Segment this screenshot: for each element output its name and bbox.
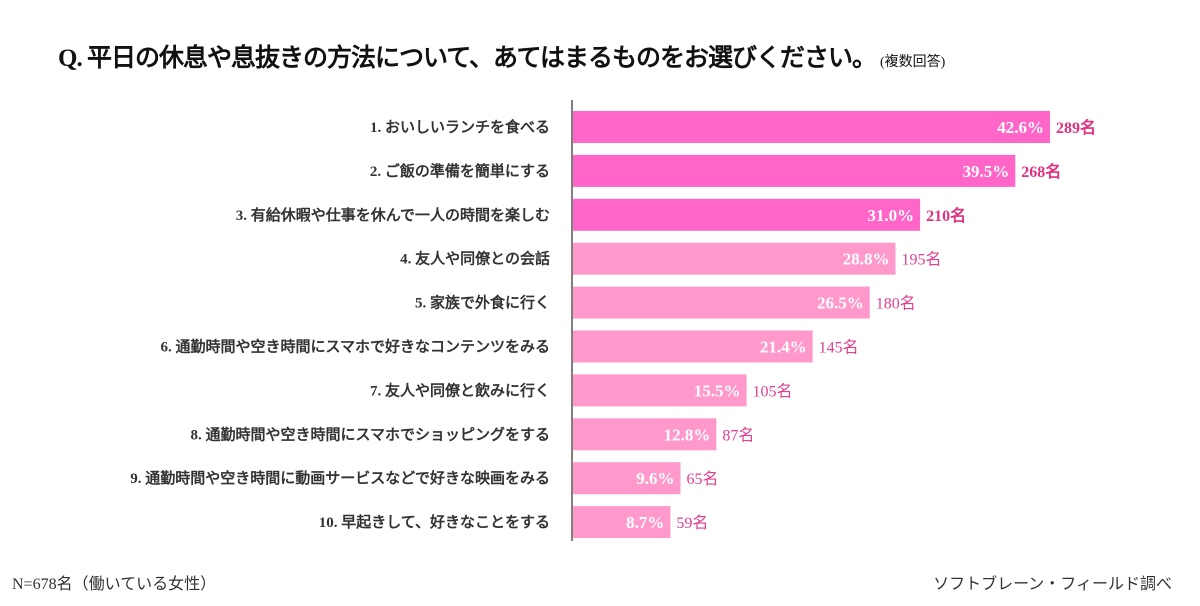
category-label: 2. ご飯の準備を簡単にする (370, 162, 550, 180)
source-note: ソフトブレーン・フィールド調べ (933, 576, 1172, 593)
sample-size-note: N=678名（働いている女性） (12, 576, 217, 593)
bar (573, 242, 896, 275)
count-label: 268名 (1021, 162, 1061, 181)
bar (573, 111, 1050, 143)
category-label: 8. 通勤時間や空き時間にスマホでショッピングをする (190, 425, 550, 443)
value-label: 21.4% (760, 338, 807, 357)
value-label: 31.0% (867, 206, 914, 225)
bar (573, 198, 921, 231)
bar (573, 154, 1016, 187)
category-label: 4. 友人や同僚との会話 (400, 250, 550, 268)
bar (573, 286, 870, 319)
value-label: 15.5% (694, 381, 741, 400)
category-label: 10. 早起きして、好きなことをする (319, 513, 550, 531)
bar (573, 462, 681, 495)
value-label: 12.8% (664, 425, 711, 444)
bar (573, 330, 813, 363)
count-label: 210名 (926, 206, 966, 225)
count-label: 65名 (686, 470, 718, 488)
category-label: 6. 通勤時間や空き時間にスマホで好きなコンテンツをみる (160, 338, 550, 356)
category-label: 5. 家族で外食に行く (415, 294, 550, 312)
value-label: 28.8% (843, 250, 890, 269)
count-label: 87名 (722, 426, 754, 444)
category-label: 1. おいしいランチを食べる (370, 118, 550, 136)
count-label: 59名 (676, 514, 708, 532)
count-label: 180名 (876, 295, 916, 313)
value-label: 9.6% (636, 469, 674, 488)
category-label: 9. 通勤時間や空き時間に動画サービスなどで好きな映画をみる (130, 469, 550, 487)
value-label: 42.6% (997, 118, 1044, 137)
count-label: 289名 (1056, 118, 1096, 137)
chart-title: Q. 平日の休息や息抜きの方法について、あてはまるものをお選びください。 (複数回… (58, 38, 945, 74)
value-label: 39.5% (963, 162, 1010, 181)
value-label: 8.7% (626, 513, 664, 532)
count-label: 145名 (819, 339, 859, 357)
category-label: 7. 友人や同僚と飲みに行く (370, 381, 550, 399)
bar (573, 418, 717, 451)
count-label: 105名 (753, 382, 793, 400)
bar (573, 506, 671, 539)
title-text: Q. 平日の休息や息抜きの方法について、あてはまるものをお選びください。 (58, 45, 877, 72)
value-label: 26.5% (817, 294, 864, 313)
bar (573, 374, 747, 407)
category-label: 3. 有給休暇や仕事を休んで一人の時間を楽しむ (236, 206, 550, 224)
count-label: 195名 (901, 251, 941, 269)
title-note: (複数回答) (879, 55, 946, 70)
